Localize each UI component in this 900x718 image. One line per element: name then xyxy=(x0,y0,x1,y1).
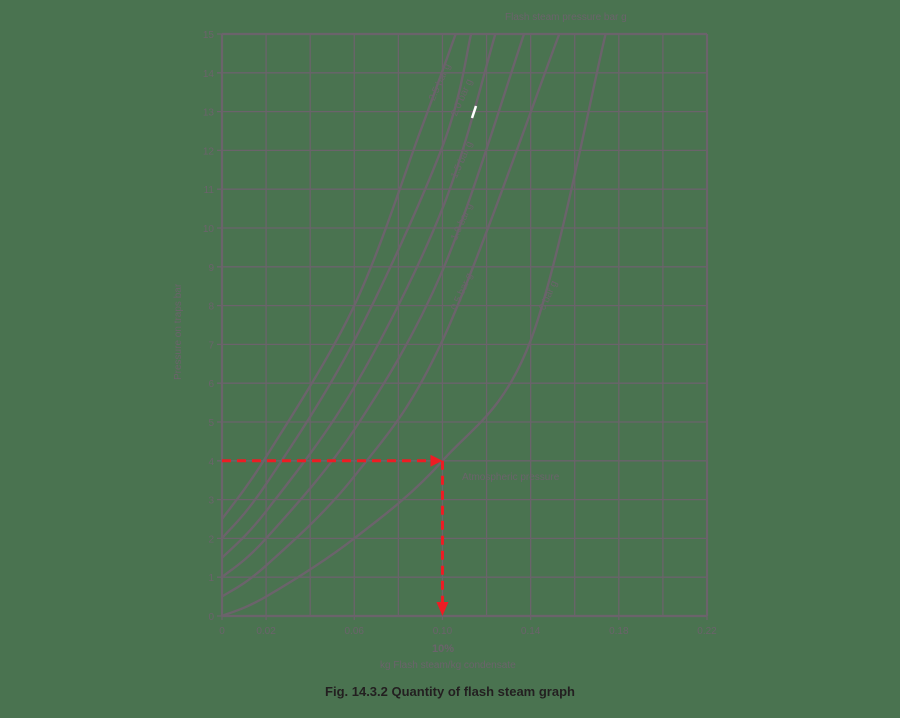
x-axis-label: kg Flash steam/kg condensate xyxy=(380,660,516,671)
x-tick-label: 0.10 xyxy=(433,626,453,637)
pressure-curves: 2.5 bar g2.0 bar g1.5 bar g1.0 bar g0.5 … xyxy=(221,33,607,618)
y-tick-label: 4 xyxy=(208,457,214,468)
figure-caption: Fig. 14.3.2 Quantity of flash steam grap… xyxy=(325,684,575,699)
chart-grid xyxy=(217,33,708,617)
x-tick-label: 0.02 xyxy=(256,626,276,637)
y-tick-label: 14 xyxy=(203,69,215,80)
curve-label: 0 bar g xyxy=(537,279,560,312)
curve-2-0-bar-g xyxy=(221,33,473,540)
legend-title: Flash steam pressure bar g xyxy=(505,12,627,23)
ten-percent-label: 10% xyxy=(432,643,454,655)
curve-2-5-bar-g xyxy=(221,33,457,520)
y-tick-label: 13 xyxy=(203,108,215,119)
y-tick-label: 12 xyxy=(203,146,215,157)
y-tick-label: 2 xyxy=(208,534,214,545)
curve-1-0-bar-g xyxy=(221,33,526,579)
y-tick-label: 9 xyxy=(208,263,214,274)
y-tick-label: 0 xyxy=(208,612,214,623)
y-axis-label: Pressure on traps bar xyxy=(173,283,184,380)
red-dashed-arrows xyxy=(222,105,478,616)
y-tick-label: 10 xyxy=(203,224,215,235)
curve-label: 1.0 bar g xyxy=(449,202,475,243)
y-tick-label: 8 xyxy=(208,302,214,313)
x-tick-label: 0.18 xyxy=(609,626,629,637)
y-tick-label: 1 xyxy=(208,573,214,584)
x-tick-label: 0 xyxy=(219,626,225,637)
y-tick-label: 7 xyxy=(208,340,214,351)
y-tick-label: 6 xyxy=(208,379,214,390)
y-tick-label: 15 xyxy=(203,30,215,41)
x-tick-label: 0.22 xyxy=(697,626,717,637)
x-tick-label: 0.14 xyxy=(521,626,541,637)
atmospheric-pressure-label: Atmospheric pressure xyxy=(462,472,560,483)
curve-0-bar-g xyxy=(221,33,607,618)
curve-label: 2.5 bar g xyxy=(427,62,453,103)
curve-0-5-bar-g xyxy=(221,33,561,598)
white-mark xyxy=(470,105,478,119)
x-tick-label: 0.06 xyxy=(345,626,365,637)
y-tick-label: 3 xyxy=(208,496,214,507)
chart-labels: Flash steam pressure bar g Atmospheric p… xyxy=(173,12,627,671)
y-tick-label: 5 xyxy=(208,418,214,429)
curve-1-5-bar-g xyxy=(221,33,497,559)
y-tick-label: 11 xyxy=(204,185,215,196)
curve-label: 1.5 bar g xyxy=(449,140,475,181)
